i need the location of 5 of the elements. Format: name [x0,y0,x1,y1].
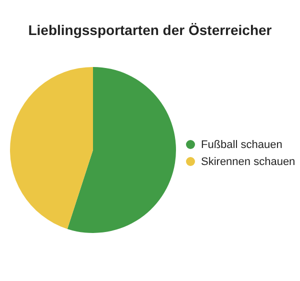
legend-label: Skirennen schauen [201,156,296,168]
pie-slice [10,67,93,229]
chart-title: Lieblingssportarten der Österreicher [27,21,273,40]
legend-label: Fußball schauen [201,138,282,150]
pie-slice [67,67,176,233]
